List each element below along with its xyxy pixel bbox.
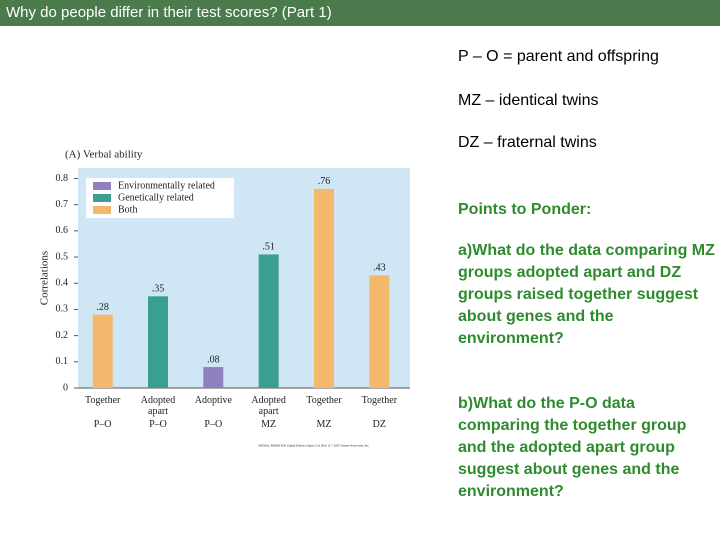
group-label: DZ: [372, 419, 386, 430]
value-label: .35: [152, 284, 165, 295]
y-tick-label: 0.7: [56, 199, 69, 210]
bar: [258, 254, 279, 388]
value-label: .28: [96, 302, 109, 313]
bar: [314, 188, 334, 388]
chart-title: (A) Verbal ability: [65, 149, 143, 161]
x-tick-label: Together: [361, 395, 398, 406]
definition: MZ – identical twins: [458, 92, 599, 109]
source-note: ANIMAL BEHAVIOR, Eighth Edition, Figure …: [258, 443, 369, 449]
value-label: .08: [207, 354, 220, 365]
value-label: .76: [318, 176, 331, 187]
legend-label: Both: [118, 204, 137, 215]
slide-title: Why do people differ in their test score…: [0, 0, 720, 26]
ponder-heading: Points to Ponder:: [458, 201, 592, 218]
legend-label: Genetically related: [118, 192, 194, 203]
bar: [369, 275, 390, 388]
group-label: MZ: [316, 419, 332, 430]
x-tick-label: Adoptive: [194, 395, 232, 406]
ponder-question: a)What do the data comparing MZ groups a…: [458, 242, 715, 347]
y-tick-label: 0.5: [56, 251, 69, 262]
bar: [203, 367, 224, 388]
group-label: P–O: [204, 419, 223, 430]
definition: DZ – fraternal twins: [458, 134, 597, 151]
legend-swatch: [93, 206, 111, 214]
legend-swatch: [93, 194, 111, 202]
chart: (A) Verbal ability Correlations ANIMAL B…: [39, 149, 410, 449]
value-label: .43: [373, 263, 386, 274]
value-label: .51: [262, 242, 275, 253]
x-tick-label: Together: [306, 395, 342, 406]
y-tick-label: 0.6: [56, 225, 69, 236]
chart-area: (A) Verbal ability Correlations ANIMAL B…: [39, 149, 410, 449]
y-tick-label: 0.8: [56, 173, 69, 184]
y-tick-label: 0.2: [56, 330, 69, 341]
y-tick-label: 0.1: [56, 356, 69, 367]
ponder-question: b)What do the P-O data comparing the tog…: [458, 395, 687, 500]
bar: [148, 296, 168, 388]
group-label: P–O: [149, 419, 167, 430]
legend-swatch: [93, 182, 111, 190]
group-label: P–O: [93, 419, 112, 430]
x-tick-label: Adopted apart: [251, 395, 286, 417]
x-tick-label: Adopted apart: [140, 395, 176, 417]
x-tick-label: Together: [84, 395, 121, 406]
definition: P – O = parent and offspring: [458, 48, 659, 65]
bar: [92, 314, 113, 388]
y-tick-label: 0: [63, 382, 68, 393]
legend-label: Environmentally related: [118, 180, 215, 191]
y-tick-label: 0.3: [56, 304, 69, 315]
group-label: MZ: [261, 419, 277, 430]
y-tick-label: 0.4: [56, 278, 69, 289]
y-axis-label: Correlations: [39, 251, 51, 305]
